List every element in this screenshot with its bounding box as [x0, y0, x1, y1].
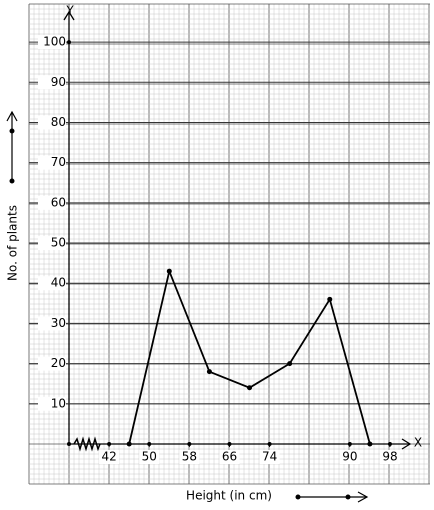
label-bg: [38, 316, 66, 331]
x-axis-arrow: [401, 438, 412, 450]
label-bg: [38, 236, 66, 251]
tick-dot: [267, 442, 272, 446]
x-tick-label: 74: [262, 450, 277, 464]
x-tick-label: 50: [142, 450, 157, 464]
label-bg: [38, 195, 66, 210]
y-tick-label: 90: [51, 75, 66, 89]
x-tick-label: 90: [342, 450, 357, 464]
y-tick-label: 30: [51, 316, 66, 330]
tick-dot: [107, 442, 112, 446]
data-point: [126, 441, 132, 447]
label-bg: [38, 75, 66, 90]
x-tick-label: 58: [182, 450, 197, 464]
label-bg: [339, 450, 360, 464]
tick-dot: [347, 442, 352, 446]
y-tick-label: 100: [43, 35, 66, 49]
data-point: [166, 268, 172, 274]
data-point: [206, 369, 212, 375]
label-bg: [38, 115, 66, 130]
x-tick-label: 66: [222, 450, 237, 464]
data-point: [287, 361, 293, 367]
label-bg: [38, 276, 66, 291]
tick-dot: [187, 442, 192, 446]
y-axis-label: No. of plants: [6, 205, 20, 281]
label-bg: [38, 396, 66, 411]
y-tick-label: 60: [51, 195, 66, 209]
tick-dot: [67, 40, 71, 45]
y-axis-name: Y: [65, 4, 74, 18]
data-point: [367, 441, 373, 447]
decoration: [6, 110, 369, 503]
label-bg: [38, 356, 66, 371]
label-bg: [219, 450, 240, 464]
label-bg: [179, 450, 200, 464]
tick-dot: [227, 442, 232, 446]
tick-dot: [147, 442, 152, 446]
data-point: [247, 385, 253, 391]
y-tick-label: 80: [51, 115, 66, 129]
y-tick-label: 40: [51, 276, 66, 290]
label-bg: [379, 450, 400, 464]
label-bg: [99, 450, 120, 464]
x-axis-label: Height (in cm): [186, 489, 272, 503]
y-tick-label: 50: [51, 236, 66, 250]
graph-paper: [28, 3, 430, 485]
label-bg: [38, 155, 66, 170]
label-bg: [259, 450, 280, 464]
y-tick-label: 20: [51, 356, 66, 370]
x-tick-label: 42: [101, 450, 116, 464]
y-tick-label: 10: [51, 396, 66, 410]
label-bg: [139, 450, 160, 464]
x-tick-label: 98: [382, 450, 397, 464]
y-tick-label: 70: [51, 155, 66, 169]
tick-dot: [387, 442, 392, 446]
data-point: [327, 296, 333, 302]
y-axis-arrow: [63, 10, 75, 21]
x-axis-name: X: [414, 436, 422, 450]
label-bg: [38, 35, 66, 50]
origin-dot: [67, 442, 71, 446]
